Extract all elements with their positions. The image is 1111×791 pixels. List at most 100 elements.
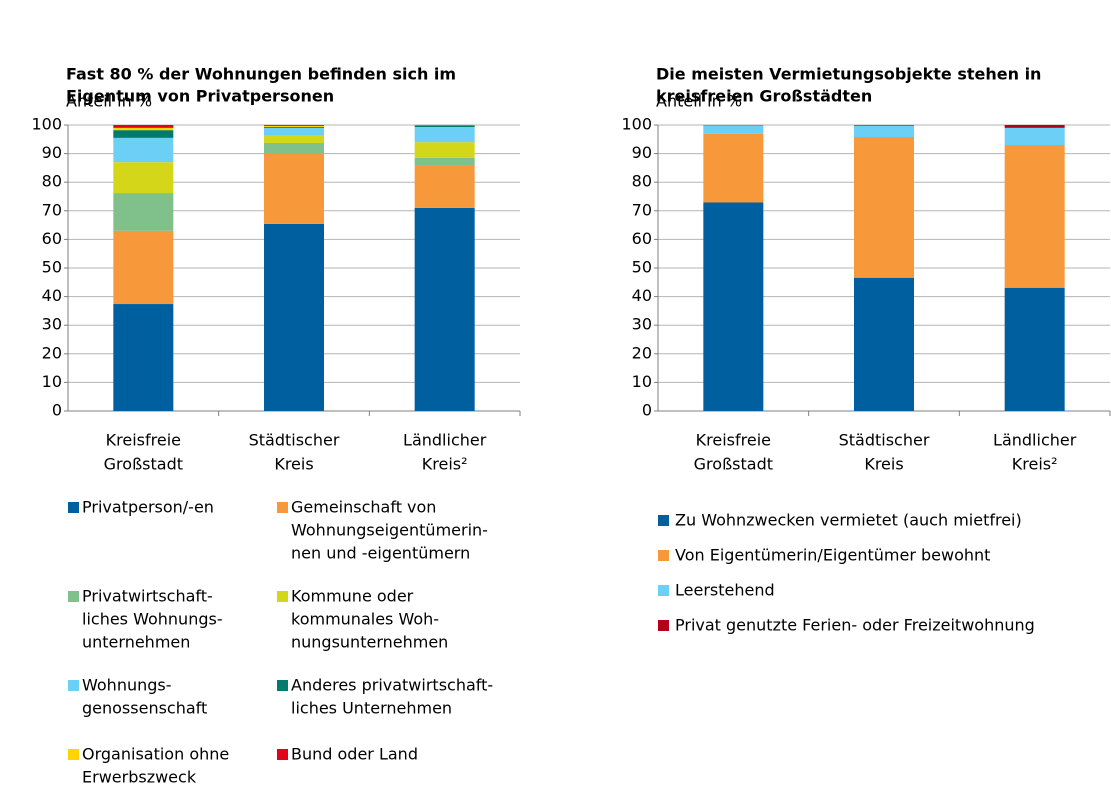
bar-segment: [854, 125, 914, 126]
y-tick-label: 50: [632, 258, 652, 277]
bar-segment: [703, 133, 764, 203]
chart-title: Fast 80 % der Wohnungen befinden sich im: [66, 65, 456, 84]
bar-segment: [414, 142, 475, 158]
legend-swatch: [277, 502, 288, 513]
legend-label: nungsunternehmen: [291, 633, 448, 652]
y-tick-label: 80: [632, 172, 652, 191]
y-tick-label: 20: [42, 343, 62, 362]
legend-swatch: [658, 585, 669, 596]
legend-swatch: [68, 591, 79, 602]
x-tick-label: Städtischer: [249, 431, 340, 450]
bar-segment: [1004, 125, 1065, 128]
chart-title: Eigentum von Privatpersonen: [66, 87, 334, 106]
legend-label: Zu Wohnzwecken vermietet (auch mietfrei): [675, 511, 1022, 530]
x-tick-label: Kreis²: [422, 455, 468, 474]
bar-segment: [1004, 287, 1065, 411]
bar-segment: [703, 202, 764, 411]
x-tick-label: Kreis: [274, 455, 313, 474]
x-tick-label: Großstadt: [104, 455, 183, 474]
y-tick-label: 20: [632, 343, 652, 362]
legend-label: Von Eigentümerin/Eigentümer bewohnt: [675, 546, 990, 565]
bar-segment: [414, 165, 475, 208]
bar-segment: [113, 125, 174, 128]
bar-segment: [1004, 127, 1065, 146]
y-tick-label: 0: [642, 401, 652, 420]
y-tick-label: 0: [52, 401, 62, 420]
legend-label: Organisation ohne: [82, 745, 229, 764]
bar-segment: [264, 127, 324, 128]
legend-label: Kommune oder: [291, 587, 414, 606]
bar-segment: [1004, 145, 1065, 288]
bar-segment: [113, 162, 174, 194]
y-tick-label: 60: [632, 229, 652, 248]
legend-swatch: [658, 620, 669, 631]
x-tick-label: Städtischer: [839, 431, 930, 450]
x-tick-label: Kreis: [864, 455, 903, 474]
bar-segment: [113, 137, 174, 163]
legend-label: Privat genutzte Ferien- oder Freizeitwoh…: [675, 616, 1035, 635]
x-tick-label: Kreis²: [1012, 455, 1058, 474]
legend-label: Anderes privatwirtschaft-: [291, 676, 493, 695]
bar-segment: [113, 230, 174, 305]
bar-segment: [113, 304, 174, 411]
y-tick-label: 100: [31, 115, 62, 134]
bar-segment: [264, 127, 324, 136]
y-tick-label: 50: [42, 258, 62, 277]
legend-label: Privatwirtschaft-: [82, 587, 213, 606]
bar-segment: [414, 125, 475, 126]
legend-label: liches Wohnungs-: [82, 610, 223, 629]
y-tick-label: 30: [632, 315, 652, 334]
bar-segment: [113, 193, 174, 231]
legend-label: liches Unternehmen: [291, 699, 452, 718]
bar-segment: [264, 143, 324, 154]
y-tick-label: 90: [632, 143, 652, 162]
y-tick-label: 90: [42, 143, 62, 162]
legend-label: kommunales Woh-: [291, 610, 439, 629]
y-tick-label: 70: [42, 200, 62, 219]
chart-title: kreisfreien Großstädten: [656, 87, 872, 106]
x-tick-label: Ländlicher: [403, 431, 487, 450]
bar-segment: [414, 125, 475, 128]
bar-segment: [113, 130, 174, 138]
legend-swatch: [658, 515, 669, 526]
legend-label: Wohnungseigentümerin-: [291, 521, 488, 540]
legend-label: Wohnungs-: [82, 676, 172, 695]
legend-swatch: [68, 680, 79, 691]
bar-segment: [414, 207, 475, 411]
legend-swatch: [277, 680, 288, 691]
y-tick-label: 80: [42, 172, 62, 191]
bar-segment: [703, 125, 764, 134]
bar-segment: [264, 125, 324, 126]
bar-segment: [414, 157, 475, 166]
legend-swatch: [658, 550, 669, 561]
x-tick-label: Kreisfreie: [696, 431, 771, 450]
bar-segment: [264, 153, 324, 224]
x-tick-label: Kreisfreie: [106, 431, 181, 450]
y-tick-label: 10: [632, 372, 652, 391]
bar-segment: [264, 125, 324, 128]
y-tick-label: 30: [42, 315, 62, 334]
legend-swatch: [277, 591, 288, 602]
legend-label: Erwerbszweck: [82, 768, 197, 787]
y-axis-label: Anteil in %: [66, 92, 152, 111]
y-tick-label: 70: [632, 200, 652, 219]
legend-swatch: [68, 749, 79, 760]
legend-label: Leerstehend: [675, 581, 775, 600]
legend-swatch: [277, 749, 288, 760]
x-tick-label: Großstadt: [694, 455, 773, 474]
legend-label: nen und -eigentümern: [291, 544, 470, 563]
legend-swatch: [68, 502, 79, 513]
legend-label: unternehmen: [82, 633, 190, 652]
legend-label: Bund oder Land: [291, 745, 418, 764]
y-tick-label: 40: [42, 286, 62, 305]
bar-segment: [264, 223, 324, 411]
y-tick-label: 60: [42, 229, 62, 248]
bar-segment: [854, 137, 914, 278]
x-tick-label: Ländlicher: [993, 431, 1077, 450]
legend-label: Gemeinschaft von: [291, 498, 436, 517]
bar-segment: [264, 135, 324, 144]
legend-label: Privatperson/-en: [82, 498, 214, 517]
bar-segment: [854, 125, 914, 138]
y-axis-label: Anteil in %: [656, 92, 742, 111]
